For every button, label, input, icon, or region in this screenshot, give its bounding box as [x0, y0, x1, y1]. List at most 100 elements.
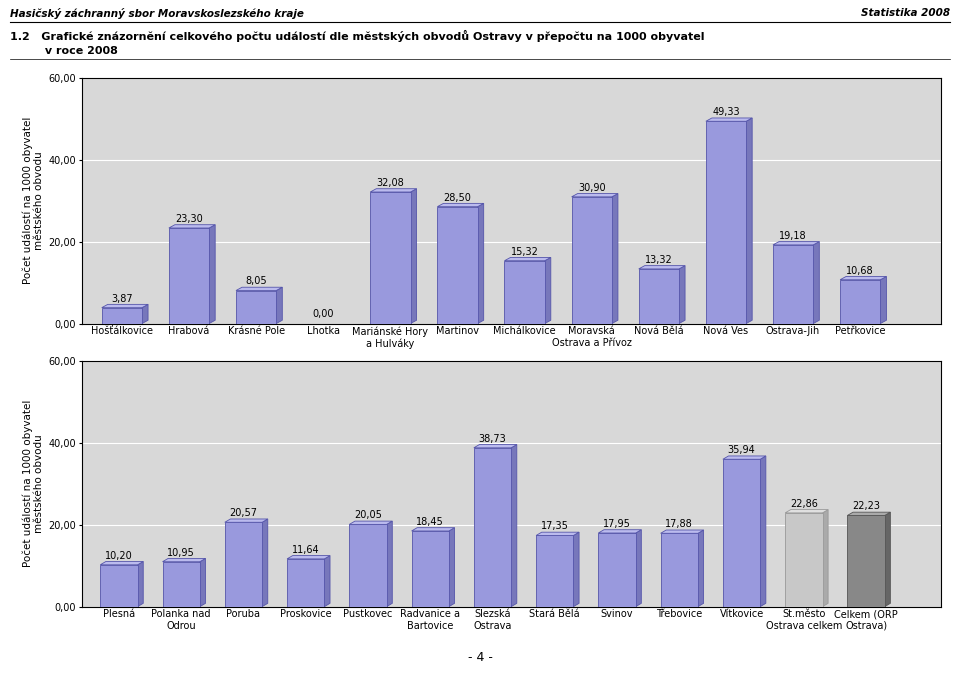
Polygon shape: [200, 559, 205, 607]
Text: 10,68: 10,68: [847, 266, 874, 276]
Text: 19,18: 19,18: [780, 231, 807, 241]
Text: 22,23: 22,23: [852, 501, 880, 512]
Polygon shape: [840, 276, 886, 280]
Bar: [225, 522, 262, 607]
Polygon shape: [723, 456, 766, 459]
Text: 35,94: 35,94: [728, 445, 756, 455]
Text: 22,86: 22,86: [790, 499, 818, 509]
Bar: [102, 307, 142, 324]
Polygon shape: [885, 512, 890, 607]
Bar: [236, 290, 276, 324]
Text: 32,08: 32,08: [376, 178, 404, 188]
Polygon shape: [438, 204, 484, 207]
Text: 23,30: 23,30: [175, 214, 203, 224]
Polygon shape: [387, 521, 393, 607]
Polygon shape: [324, 555, 330, 607]
Polygon shape: [638, 266, 685, 269]
Text: 10,20: 10,20: [105, 551, 132, 561]
Polygon shape: [411, 189, 417, 324]
Polygon shape: [102, 305, 148, 307]
Text: 38,73: 38,73: [479, 433, 506, 443]
Polygon shape: [880, 276, 886, 324]
Bar: [100, 565, 137, 607]
Bar: [660, 533, 698, 607]
Bar: [773, 245, 813, 324]
Text: 0,00: 0,00: [313, 309, 334, 319]
Bar: [536, 535, 573, 607]
Text: 15,32: 15,32: [511, 247, 539, 257]
Bar: [474, 448, 511, 607]
Text: 10,95: 10,95: [167, 547, 195, 557]
Text: 8,05: 8,05: [246, 276, 267, 286]
Polygon shape: [698, 530, 704, 607]
Text: 17,35: 17,35: [540, 522, 568, 531]
Polygon shape: [544, 257, 551, 324]
Text: 28,50: 28,50: [444, 193, 471, 203]
Polygon shape: [262, 519, 268, 607]
Text: Hasičský záchranný sbor Moravskoslezského kraje: Hasičský záchranný sbor Moravskoslezskéh…: [10, 8, 303, 19]
Text: 13,32: 13,32: [645, 255, 673, 265]
Polygon shape: [162, 559, 205, 561]
Polygon shape: [813, 241, 819, 324]
Text: 1.2   Grafické znázornění celkového počtu událostí dle městských obvodů Ostravy : 1.2 Grafické znázornění celkového počtu …: [10, 30, 704, 42]
Polygon shape: [276, 287, 282, 324]
Bar: [162, 561, 200, 607]
Polygon shape: [412, 528, 454, 531]
Polygon shape: [679, 266, 685, 324]
Bar: [571, 197, 612, 324]
Polygon shape: [287, 555, 330, 559]
Polygon shape: [349, 521, 393, 524]
Polygon shape: [449, 528, 454, 607]
Text: 11,64: 11,64: [292, 545, 320, 555]
Polygon shape: [474, 445, 516, 448]
Text: 20,57: 20,57: [229, 508, 257, 518]
Text: 18,45: 18,45: [417, 517, 444, 527]
Text: 17,88: 17,88: [665, 519, 693, 529]
Bar: [412, 531, 449, 607]
Bar: [287, 559, 324, 607]
Bar: [723, 459, 760, 607]
Polygon shape: [225, 519, 268, 522]
Polygon shape: [660, 530, 704, 533]
Polygon shape: [823, 510, 828, 607]
Bar: [848, 516, 885, 607]
Bar: [505, 261, 544, 324]
Polygon shape: [478, 204, 484, 324]
Polygon shape: [785, 510, 828, 513]
Polygon shape: [760, 456, 766, 607]
Text: - 4 -: - 4 -: [468, 651, 492, 664]
Bar: [706, 121, 746, 324]
Bar: [840, 280, 880, 324]
Polygon shape: [573, 532, 579, 607]
Polygon shape: [706, 118, 753, 121]
Y-axis label: Počet událostí na 1000 obyvatel
městského obvodu: Počet událostí na 1000 obyvatel městskéh…: [22, 400, 44, 568]
Polygon shape: [848, 512, 890, 516]
Bar: [638, 269, 679, 324]
Polygon shape: [746, 118, 753, 324]
Polygon shape: [100, 561, 143, 565]
Bar: [438, 207, 478, 324]
Polygon shape: [571, 193, 618, 197]
Bar: [349, 524, 387, 607]
Polygon shape: [142, 305, 148, 324]
Text: v roce 2008: v roce 2008: [10, 46, 117, 56]
Polygon shape: [137, 561, 143, 607]
Polygon shape: [598, 530, 641, 533]
Text: 30,90: 30,90: [578, 183, 606, 193]
Text: 20,05: 20,05: [354, 510, 382, 520]
Polygon shape: [209, 224, 215, 324]
Polygon shape: [505, 257, 551, 261]
Text: 17,95: 17,95: [603, 519, 631, 529]
Polygon shape: [536, 532, 579, 535]
Polygon shape: [371, 189, 417, 192]
Text: 49,33: 49,33: [712, 107, 740, 117]
Polygon shape: [236, 287, 282, 290]
Polygon shape: [169, 224, 215, 228]
Bar: [371, 192, 411, 324]
Polygon shape: [636, 530, 641, 607]
Polygon shape: [612, 193, 618, 324]
Polygon shape: [773, 241, 819, 245]
Polygon shape: [511, 445, 516, 607]
Bar: [785, 513, 823, 607]
Y-axis label: Počet událostí na 1000 obyvatel
městského obvodu: Počet událostí na 1000 obyvatel městskéh…: [22, 117, 44, 284]
